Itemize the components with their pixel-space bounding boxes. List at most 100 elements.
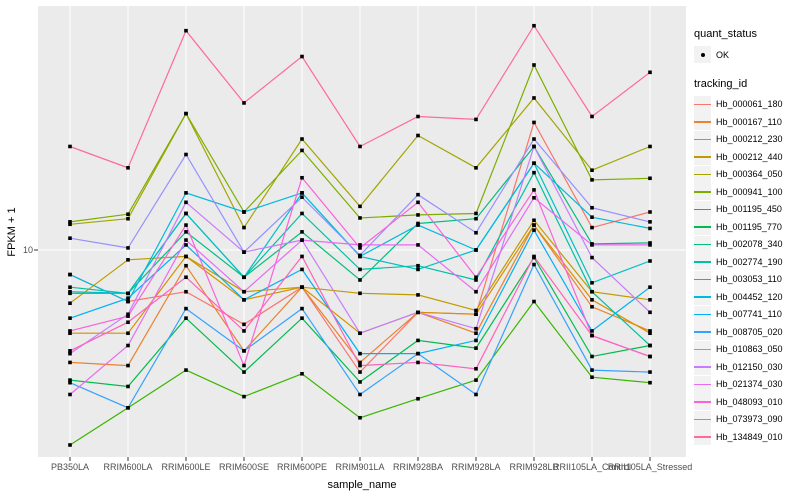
data-point (416, 293, 420, 297)
data-point (648, 220, 652, 224)
data-point (358, 380, 362, 384)
legend-entry-label: Hb_012150_030 (716, 361, 783, 372)
data-point (68, 285, 72, 289)
data-point (532, 120, 536, 125)
legend-key (694, 270, 711, 288)
legend-key (694, 288, 711, 306)
legend-key (694, 148, 711, 166)
data-point (126, 212, 130, 216)
data-point (68, 301, 72, 306)
data-point (648, 310, 652, 315)
data-point (126, 363, 130, 368)
legend-key-line (694, 436, 711, 438)
data-point (590, 215, 594, 219)
legend-key-line (694, 366, 711, 368)
legend-key-line (694, 401, 711, 403)
data-point (184, 289, 188, 294)
data-point (648, 298, 652, 302)
data-point (532, 188, 536, 192)
data-point (68, 316, 72, 320)
data-point (242, 370, 246, 374)
data-point (474, 312, 478, 317)
data-point (300, 230, 304, 234)
x-tick-label: PB350LA (51, 462, 89, 472)
legend-key-line (694, 278, 711, 281)
data-point (126, 296, 130, 300)
legend-key (694, 95, 711, 113)
data-point (68, 360, 72, 365)
data-point (68, 220, 72, 224)
data-point (358, 351, 362, 356)
legend-key-line (694, 191, 711, 193)
legend-key (694, 130, 711, 148)
data-point (126, 216, 130, 221)
legend-entry-label: Hb_001195_450 (716, 204, 782, 215)
data-point (648, 285, 652, 289)
data-point (590, 281, 594, 285)
legend-key (694, 183, 711, 201)
data-point (68, 351, 72, 356)
data-point (184, 306, 188, 311)
y-axis-title: FPKM + 1 (6, 207, 18, 257)
legend-key (694, 410, 711, 428)
data-point (648, 243, 652, 247)
legend-key-line (694, 208, 711, 211)
data-point (474, 230, 478, 235)
data-point (416, 223, 420, 227)
data-point (416, 360, 420, 365)
data-point (416, 310, 420, 315)
data-point (358, 370, 362, 374)
data-point (242, 329, 246, 333)
data-point (590, 255, 594, 260)
legend-key-line (694, 383, 711, 386)
legend-entry-Hb_007741_110: Hb_007741_110 (694, 305, 800, 324)
data-point (590, 368, 594, 372)
y-tick-label: 10 (22, 245, 33, 255)
data-point (358, 243, 362, 247)
data-point (242, 225, 246, 230)
data-point (474, 166, 478, 170)
data-point (474, 275, 478, 280)
legend-key-line (694, 331, 711, 333)
legend-title-tracking-id: tracking_id (694, 77, 748, 90)
data-point (474, 331, 478, 336)
legend: quant_status OK tracking_id Hb_000061_18… (694, 28, 800, 446)
data-point (300, 371, 304, 376)
data-point (184, 191, 188, 195)
data-point (590, 225, 594, 230)
data-point (532, 196, 536, 200)
legend-entry-label: Hb_000212_230 (716, 134, 783, 145)
data-point (184, 152, 188, 157)
data-point (300, 137, 304, 141)
legend-entry-Hb_000061_180: Hb_000061_180 (694, 95, 800, 114)
data-point (416, 200, 420, 205)
legend-key-line (694, 313, 711, 316)
data-point (532, 218, 536, 223)
data-point (184, 316, 188, 320)
legend-key (694, 375, 711, 393)
legend-key-line (694, 348, 711, 351)
legend-key (694, 165, 711, 183)
legend-entry-label: Hb_008705_020 (716, 326, 783, 337)
data-point (242, 250, 246, 254)
data-point (648, 210, 652, 214)
data-point (474, 216, 478, 221)
legend-entries: Hb_000061_180 Hb_000167_110 Hb_000212_230 H… (694, 95, 800, 446)
x-tick-label: RRII105LA_Stressed (608, 462, 693, 472)
data-point (358, 216, 362, 220)
legend-key (694, 393, 711, 411)
data-point (300, 148, 304, 153)
data-point (300, 191, 304, 195)
data-point (532, 170, 536, 175)
legend-entry-Hb_073973_090: Hb_073973_090 (694, 410, 800, 429)
x-tick-label: RRIM600PE (277, 462, 327, 472)
data-point (300, 316, 304, 320)
data-point (184, 254, 188, 259)
data-point (126, 406, 130, 410)
data-point (590, 354, 594, 359)
legend-key (694, 305, 711, 323)
data-point (68, 443, 72, 447)
legend-entry-label: Hb_000364_050 (716, 169, 783, 180)
legend-title-quant-status: quant_status (694, 28, 757, 40)
data-point (300, 306, 304, 311)
